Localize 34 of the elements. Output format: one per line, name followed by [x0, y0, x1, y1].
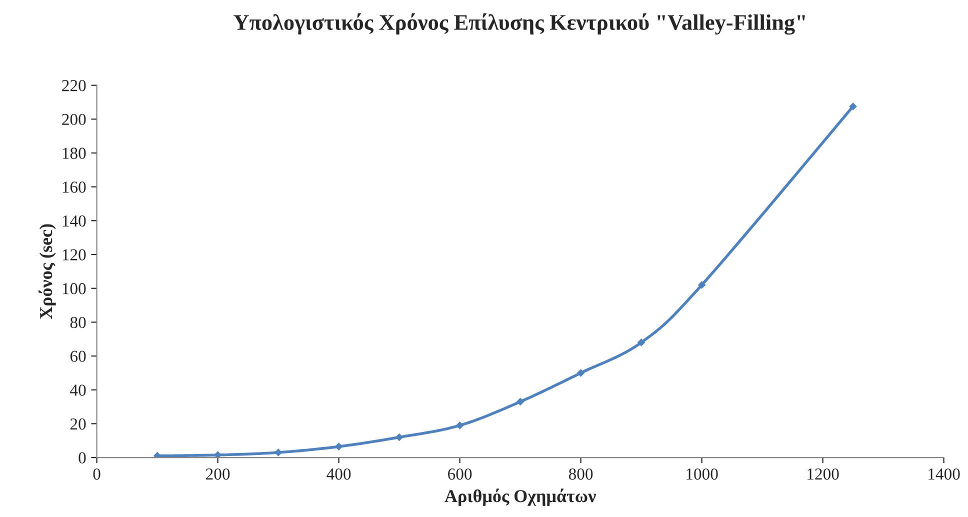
x-tick-label: 200	[206, 468, 230, 480]
x-tick-label: 800	[568, 468, 593, 480]
point	[274, 448, 282, 456]
y-tick-label: 100	[62, 283, 86, 294]
y-tick-label: 220	[62, 80, 86, 92]
x-tick-label: 1200	[808, 468, 839, 480]
y-axis-title: Χρόνος (sec)	[38, 224, 56, 320]
x-tick-label: 400	[326, 468, 351, 480]
x-tick-label: 1400	[928, 468, 960, 480]
point	[638, 338, 645, 346]
x-axis-title: Αριθμός Οχημάτων	[444, 488, 596, 506]
y-tick-label: 60	[70, 350, 86, 362]
y-tick-label: 80	[70, 316, 86, 328]
x-tick-label: 1000	[686, 468, 718, 480]
point	[335, 442, 342, 450]
y-tick-label: 20	[70, 418, 86, 430]
point	[849, 102, 857, 110]
y-tick-label: 140	[62, 215, 86, 227]
y-tick-label: 180	[62, 148, 86, 159]
chart-title: Υπολογιστικός Χρόνος Επίλυσης Κεντρικού "Valley-Filling"	[234, 13, 805, 35]
point	[396, 434, 403, 441]
y-tick-label: 0	[78, 452, 86, 464]
point	[577, 369, 584, 377]
y-tick-label: 160	[62, 182, 86, 193]
x-tick-label: 600	[448, 468, 472, 480]
x-tick-label: 0	[93, 468, 100, 480]
y-tick-label: 120	[62, 249, 86, 260]
point	[456, 422, 464, 430]
y-tick-label: 200	[62, 114, 86, 126]
point	[154, 452, 161, 458]
point	[516, 398, 524, 406]
point	[698, 281, 706, 289]
y-tick-label: 40	[70, 384, 86, 396]
point	[214, 451, 222, 458]
